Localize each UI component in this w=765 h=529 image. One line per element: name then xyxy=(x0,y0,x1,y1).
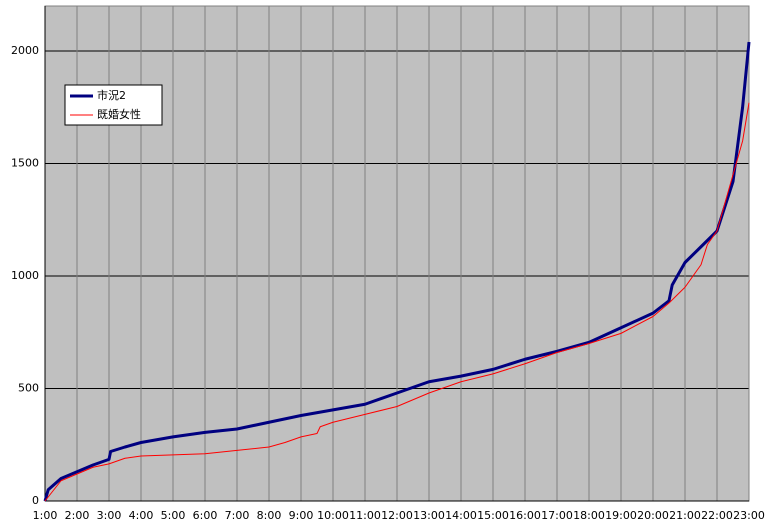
x-tick-label: 3:00 xyxy=(97,509,122,522)
y-tick-label: 2000 xyxy=(11,44,39,57)
legend-label: 市況2 xyxy=(97,88,126,102)
x-tick-label: 8:00 xyxy=(257,509,282,522)
x-tick-label: 4:00 xyxy=(129,509,154,522)
x-tick-label: 12:00 xyxy=(381,509,413,522)
x-tick-label: 13:00 xyxy=(413,509,445,522)
x-tick-label: 19:00 xyxy=(605,509,637,522)
x-tick-label: 18:00 xyxy=(573,509,605,522)
x-tick-label: 20:00 xyxy=(637,509,669,522)
x-tick-label: 14:00 xyxy=(445,509,477,522)
x-tick-label: 5:00 xyxy=(161,509,186,522)
y-tick-label: 1000 xyxy=(11,269,39,282)
x-tick-label: 1:00 xyxy=(33,509,58,522)
x-tick-label: 22:00 xyxy=(701,509,733,522)
x-tick-label: 17:00 xyxy=(541,509,573,522)
x-tick-label: 10:00 xyxy=(317,509,349,522)
x-tick-label: 16:00 xyxy=(509,509,541,522)
x-tick-label: 9:00 xyxy=(289,509,314,522)
x-tick-label: 7:00 xyxy=(225,509,250,522)
x-tick-label: 11:00 xyxy=(349,509,381,522)
x-tick-label: 2:00 xyxy=(65,509,90,522)
x-tick-label: 23:00 xyxy=(733,509,765,522)
legend-box xyxy=(64,84,163,126)
legend-label: 既婚女性 xyxy=(97,107,141,121)
x-tick-label: 21:00 xyxy=(669,509,701,522)
x-tick-label: 6:00 xyxy=(193,509,218,522)
y-tick-label: 500 xyxy=(18,382,39,395)
y-tick-label: 0 xyxy=(32,494,39,507)
series-line xyxy=(44,102,750,502)
x-tick-label: 15:00 xyxy=(477,509,509,522)
y-tick-label: 1500 xyxy=(11,157,39,170)
series-line xyxy=(43,41,751,502)
